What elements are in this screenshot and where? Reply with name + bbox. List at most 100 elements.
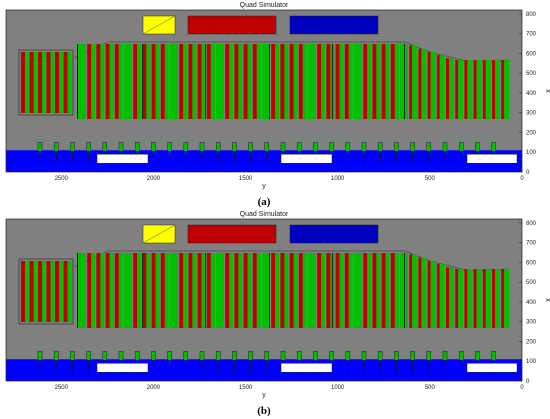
x-tick-label: 1500 bbox=[239, 385, 253, 391]
block-separator bbox=[142, 44, 143, 119]
row-strip bbox=[247, 253, 252, 328]
row-strip bbox=[21, 261, 25, 322]
x-tick-label: 1000 bbox=[331, 385, 345, 391]
row-strip bbox=[29, 52, 34, 113]
row-strip bbox=[385, 44, 390, 119]
row-strip bbox=[78, 44, 82, 119]
y-tick-label: 200 bbox=[526, 130, 537, 136]
row-strip bbox=[339, 253, 344, 328]
agent-marker bbox=[280, 142, 286, 152]
row-strip bbox=[118, 44, 123, 119]
row-strip bbox=[216, 44, 220, 119]
row-strip bbox=[220, 44, 224, 119]
agent-marker bbox=[410, 142, 415, 152]
row-strip bbox=[146, 44, 151, 119]
row-strip bbox=[197, 253, 202, 328]
agent-marker bbox=[329, 351, 334, 361]
row-strip bbox=[206, 44, 211, 119]
agent-marker bbox=[232, 142, 237, 152]
agent-marker bbox=[491, 142, 496, 152]
row-strip bbox=[170, 44, 174, 119]
row-strip bbox=[46, 261, 51, 322]
row-strip bbox=[114, 44, 119, 119]
row-strip bbox=[38, 261, 42, 322]
x-tick-label: 2500 bbox=[55, 176, 69, 182]
x-tick-label: 0 bbox=[520, 385, 524, 391]
agent-marker bbox=[151, 142, 156, 152]
agent-marker bbox=[458, 351, 464, 361]
row-strip bbox=[485, 269, 491, 328]
row-strip bbox=[467, 60, 473, 119]
agent-marker bbox=[361, 351, 367, 361]
row-strip bbox=[439, 55, 445, 119]
y-axis-label: x bbox=[544, 298, 550, 302]
row-strip bbox=[220, 253, 224, 328]
y-tick-label: 800 bbox=[526, 12, 537, 18]
row-strip bbox=[118, 253, 123, 328]
block-separator bbox=[269, 44, 270, 119]
row-strip bbox=[358, 44, 362, 119]
row-strip bbox=[495, 60, 500, 119]
row-strip bbox=[348, 44, 353, 119]
agent-marker bbox=[86, 142, 91, 152]
row-strip bbox=[96, 253, 101, 328]
row-strip bbox=[262, 44, 266, 119]
row-strip bbox=[42, 52, 46, 113]
row-strip bbox=[280, 253, 285, 328]
row-strip bbox=[317, 253, 322, 328]
row-strip bbox=[289, 44, 294, 119]
row-strip bbox=[302, 253, 307, 328]
row-strip bbox=[501, 269, 505, 328]
row-strip bbox=[201, 253, 206, 328]
x-tick-label: 500 bbox=[425, 176, 436, 182]
x-tick-label: 2000 bbox=[147, 385, 161, 391]
block-separator bbox=[404, 253, 405, 328]
row-strip bbox=[229, 44, 234, 119]
agent-marker bbox=[442, 351, 448, 361]
y-tick-label: 400 bbox=[526, 300, 537, 306]
agent-marker bbox=[248, 351, 253, 361]
row-strip bbox=[409, 254, 413, 328]
row-strip bbox=[390, 253, 395, 328]
row-strip bbox=[312, 253, 316, 328]
row-strip bbox=[308, 44, 312, 119]
row-strip bbox=[133, 44, 138, 119]
row-strip bbox=[38, 52, 42, 113]
agent-marker bbox=[426, 351, 432, 361]
row-strip bbox=[183, 44, 188, 119]
row-strip bbox=[354, 253, 358, 328]
x-tick-label: 2500 bbox=[55, 385, 69, 391]
x-tick-label: 2000 bbox=[147, 176, 161, 182]
y-tick-label: 100 bbox=[526, 359, 537, 365]
row-strip bbox=[87, 44, 92, 119]
row-strip bbox=[446, 267, 449, 328]
agent-marker bbox=[151, 351, 156, 361]
row-strip bbox=[256, 253, 261, 328]
agent-marker bbox=[313, 142, 318, 152]
panel-b: Quad Simulator 2500 2000 1500 1000 500 00 100 20… bbox=[5, 211, 550, 417]
harvester-vehicle bbox=[96, 153, 149, 164]
row-strip bbox=[473, 269, 477, 328]
row-strip bbox=[312, 44, 316, 119]
row-strip bbox=[234, 44, 239, 119]
row-strip bbox=[238, 253, 243, 328]
header-blue-block bbox=[289, 224, 379, 244]
row-strip bbox=[67, 52, 72, 113]
agent-marker bbox=[475, 142, 480, 152]
row-strip bbox=[449, 267, 454, 328]
row-strip bbox=[430, 260, 436, 328]
row-strip bbox=[91, 44, 96, 119]
x-tick-label: 1000 bbox=[331, 176, 345, 182]
row-strip bbox=[321, 253, 326, 328]
row-strip bbox=[225, 44, 230, 119]
row-strip bbox=[155, 44, 160, 119]
agent-marker bbox=[475, 351, 480, 361]
x-axis-label: y bbox=[262, 392, 266, 399]
row-strip bbox=[109, 44, 114, 119]
row-strip bbox=[164, 253, 169, 328]
agent-marker bbox=[167, 351, 172, 361]
row-strip bbox=[82, 44, 86, 119]
agent-marker bbox=[394, 351, 399, 361]
row-strip bbox=[458, 269, 464, 328]
row-strip bbox=[50, 52, 55, 113]
